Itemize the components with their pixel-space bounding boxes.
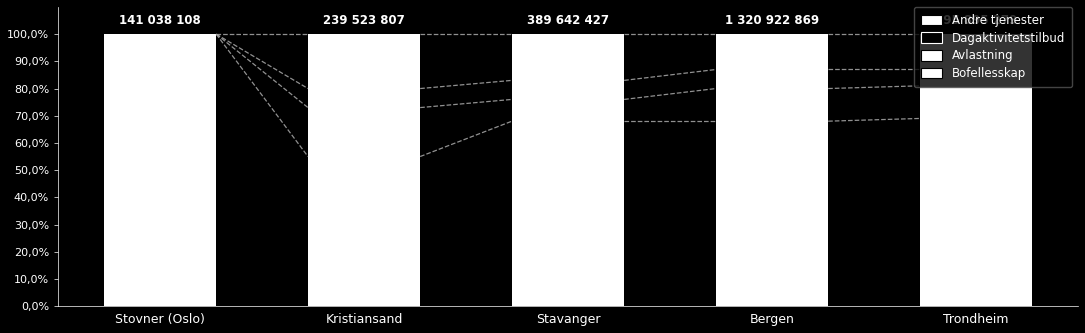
Bar bbox=[920, 119, 1032, 306]
Bar bbox=[920, 70, 1032, 86]
Bar bbox=[512, 80, 624, 100]
Bar bbox=[920, 86, 1032, 119]
Bar bbox=[716, 34, 828, 70]
Bar bbox=[512, 100, 624, 121]
Bar bbox=[920, 34, 1032, 70]
Text: 1 320 922 869: 1 320 922 869 bbox=[725, 14, 819, 27]
Bar bbox=[512, 34, 624, 80]
Text: 141 038 108: 141 038 108 bbox=[119, 14, 201, 27]
Bar bbox=[308, 157, 420, 306]
Text: 389 642 427: 389 642 427 bbox=[527, 14, 609, 27]
Text: 239 523 807: 239 523 807 bbox=[323, 14, 405, 27]
Bar bbox=[308, 108, 420, 157]
Text: 495 895 279: 495 895 279 bbox=[935, 14, 1017, 27]
Bar bbox=[512, 121, 624, 306]
Legend: Andre tjenester, Dagaktivitetstilbud, Avlastning, Bofellesskap: Andre tjenester, Dagaktivitetstilbud, Av… bbox=[914, 7, 1072, 87]
Bar bbox=[308, 89, 420, 108]
Bar bbox=[104, 34, 216, 306]
Bar bbox=[716, 70, 828, 89]
Bar bbox=[716, 89, 828, 121]
Bar bbox=[716, 121, 828, 306]
Bar bbox=[308, 34, 420, 89]
